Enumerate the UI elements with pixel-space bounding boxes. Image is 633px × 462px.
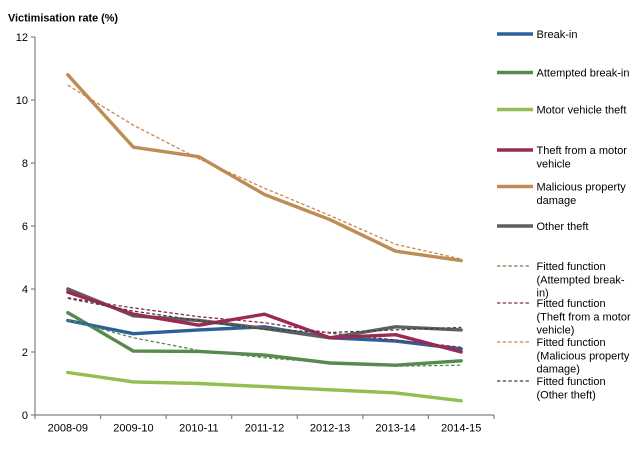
svg-text:2013-14: 2013-14 bbox=[375, 423, 415, 435]
svg-text:2014-15: 2014-15 bbox=[441, 423, 481, 435]
svg-text:(Malicious property: (Malicious property bbox=[537, 350, 630, 362]
svg-text:2: 2 bbox=[22, 347, 28, 359]
svg-text:Fitted function: Fitted function bbox=[537, 261, 606, 273]
svg-text:Other theft: Other theft bbox=[537, 221, 589, 233]
svg-text:(Other theft): (Other theft) bbox=[537, 389, 596, 401]
svg-text:Victimisation rate (%): Victimisation rate (%) bbox=[8, 13, 118, 25]
svg-text:Malicious property: Malicious property bbox=[537, 182, 627, 194]
svg-text:vehicle): vehicle) bbox=[537, 325, 575, 337]
svg-text:12: 12 bbox=[16, 32, 28, 44]
svg-text:Fitted function: Fitted function bbox=[537, 376, 606, 388]
svg-text:2010-11: 2010-11 bbox=[179, 423, 219, 435]
svg-text:Fitted function: Fitted function bbox=[537, 298, 606, 310]
svg-text:damage: damage bbox=[537, 195, 577, 207]
svg-text:2008-09: 2008-09 bbox=[48, 423, 88, 435]
svg-text:10: 10 bbox=[16, 95, 28, 107]
svg-text:Break-in: Break-in bbox=[537, 29, 578, 41]
svg-text:(Theft from a motor: (Theft from a motor bbox=[537, 311, 631, 323]
svg-text:damage): damage) bbox=[537, 364, 580, 376]
svg-text:6: 6 bbox=[22, 221, 28, 233]
svg-text:0: 0 bbox=[22, 410, 28, 422]
svg-text:vehicle: vehicle bbox=[537, 158, 571, 170]
svg-text:Motor vehicle theft: Motor vehicle theft bbox=[537, 105, 627, 117]
svg-text:in): in) bbox=[537, 288, 549, 300]
svg-text:Theft from a motor: Theft from a motor bbox=[537, 145, 628, 157]
svg-text:Attempted break-in: Attempted break-in bbox=[537, 68, 630, 80]
svg-text:4: 4 bbox=[22, 284, 28, 296]
svg-text:8: 8 bbox=[22, 158, 28, 170]
svg-text:2012-13: 2012-13 bbox=[310, 423, 350, 435]
svg-text:2009-10: 2009-10 bbox=[113, 423, 153, 435]
svg-text:2011-12: 2011-12 bbox=[245, 423, 285, 435]
svg-text:Fitted function: Fitted function bbox=[537, 337, 606, 349]
svg-text:(Attempted break-: (Attempted break- bbox=[537, 274, 625, 286]
